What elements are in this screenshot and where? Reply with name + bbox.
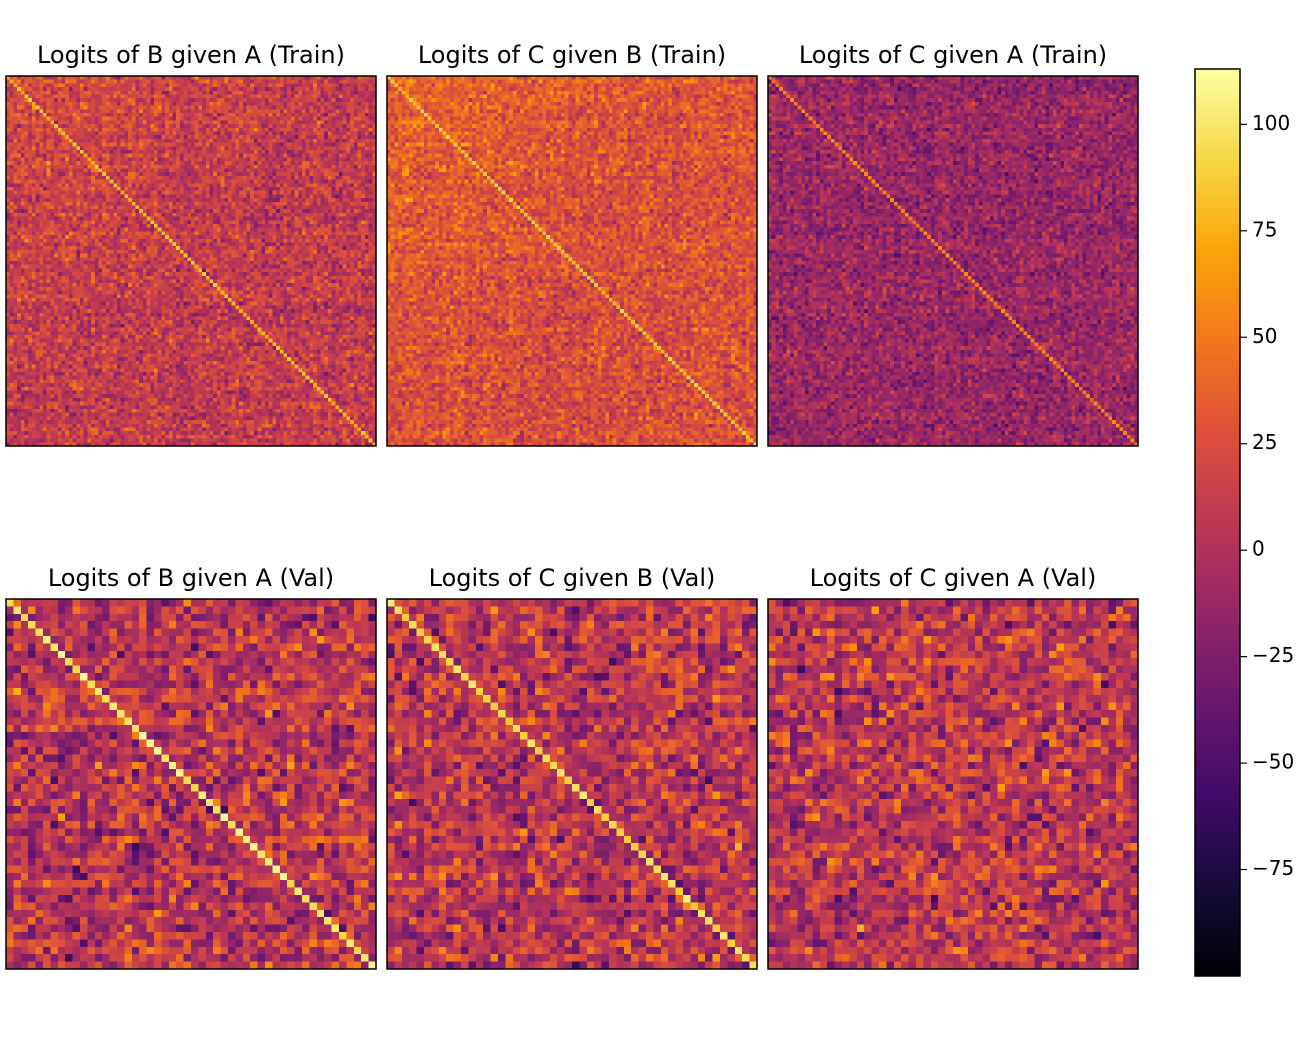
panel-title: Logits of B given A (Train)	[37, 41, 345, 69]
panel-title: Logits of C given B (Train)	[418, 41, 726, 69]
heatmap-frame	[767, 598, 1139, 970]
heatmap-cells	[768, 599, 1138, 969]
heatmap-frame	[386, 598, 758, 970]
heatmap-cells	[768, 76, 1138, 446]
heatmap-cells	[6, 76, 376, 446]
heatmap-panel-4: Logits of B given A (Val)	[5, 564, 377, 970]
panel-title: Logits of C given A (Val)	[810, 564, 1097, 592]
colorbar-gradient	[1194, 68, 1241, 977]
heatmap-frame	[5, 75, 377, 447]
colorbar: 100 75 50 25 0 −25 −50 −75	[1194, 68, 1294, 977]
heatmap-cells	[387, 76, 757, 446]
colorbar-tick-label: 100	[1252, 111, 1290, 135]
panel-title: Logits of C given B (Val)	[429, 564, 716, 592]
colorbar-tick-label: 25	[1252, 430, 1277, 454]
panel-title: Logits of C given A (Train)	[799, 41, 1107, 69]
heatmap-panel-3: Logits of C given A (Train)	[767, 41, 1139, 447]
colorbar-tick-label: 75	[1252, 217, 1277, 241]
colorbar-tick-label: −25	[1252, 643, 1294, 667]
colorbar-tick-label: 0	[1252, 537, 1265, 561]
heatmap-frame	[386, 75, 758, 447]
heatmap-panel-6: Logits of C given A (Val)	[767, 564, 1139, 970]
heatmap-cells	[387, 599, 757, 969]
heatmap-frame	[767, 75, 1139, 447]
heatmap-panel-5: Logits of C given B (Val)	[386, 564, 758, 970]
heatmap-panel-1: Logits of B given A (Train)	[5, 41, 377, 447]
colorbar-tick-label: −50	[1252, 750, 1294, 774]
colorbar-tick-label: −75	[1252, 856, 1294, 880]
panel-title: Logits of B given A (Val)	[48, 564, 334, 592]
colorbar-tick-label: 50	[1252, 324, 1277, 348]
heatmap-frame	[5, 598, 377, 970]
heatmap-panel-2: Logits of C given B (Train)	[386, 41, 758, 447]
heatmap-cells	[6, 599, 376, 969]
